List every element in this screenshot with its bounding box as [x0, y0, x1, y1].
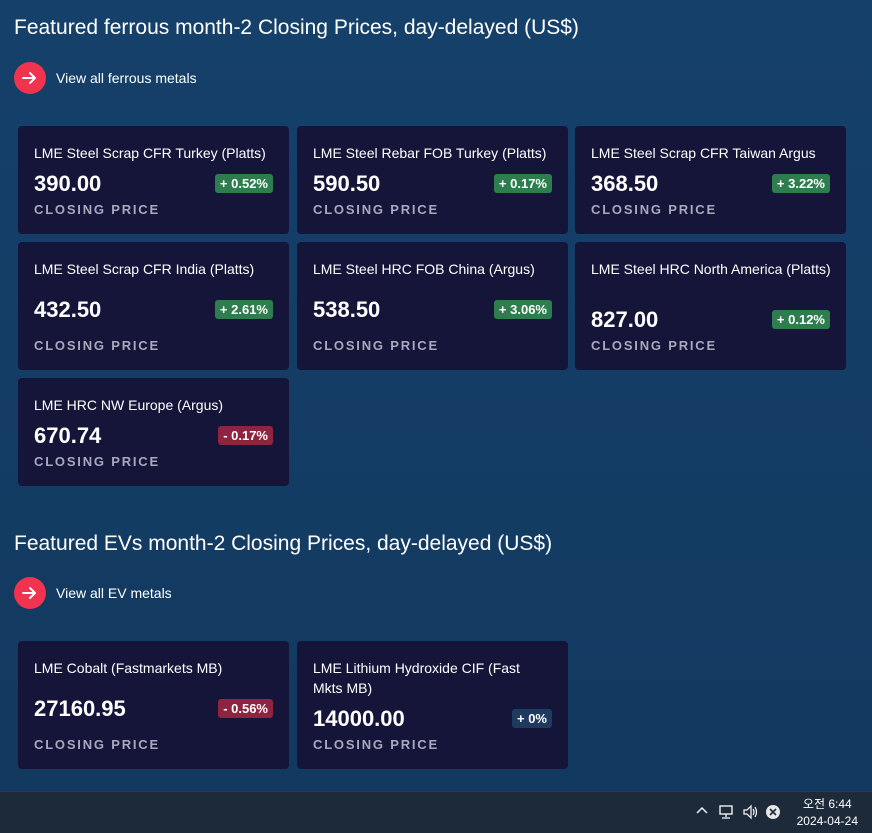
card-change-badge: - 0.17% — [218, 426, 273, 445]
price-card[interactable]: LME Lithium Hydroxide CIF (Fast Mkts MB)… — [297, 641, 568, 769]
view-all-ferrous-label[interactable]: View all ferrous metals — [56, 70, 197, 86]
card-closing-label: CLOSING PRICE — [313, 202, 439, 217]
card-metal-name: LME Steel Scrap CFR Turkey (Platts) — [34, 145, 266, 161]
card-metal-name: LME Steel HRC North America (Platts) — [591, 261, 831, 277]
card-closing-label: CLOSING PRICE — [591, 338, 717, 353]
taskbar-clock[interactable]: 오전 6:44 2024-04-24 — [797, 796, 858, 830]
view-all-ferrous-link[interactable]: View all ferrous metals — [14, 62, 197, 94]
card-change-badge: + 0.12% — [771, 310, 830, 329]
price-card[interactable]: LME Steel Scrap CFR India (Platts) 432.5… — [18, 242, 289, 370]
price-card[interactable]: LME Steel HRC FOB China (Argus) 538.50 +… — [297, 242, 568, 370]
clock-date: 2024-04-24 — [796, 814, 858, 828]
card-metal-name: LME Steel HRC FOB China (Argus) — [313, 261, 535, 277]
card-metal-name: LME HRC NW Europe (Argus) — [34, 397, 224, 413]
price-card[interactable]: LME HRC NW Europe (Argus) 670.74 - 0.17%… — [18, 378, 289, 486]
card-closing-label: CLOSING PRICE — [34, 202, 160, 217]
view-all-ev-label[interactable]: View all EV metals — [56, 585, 172, 601]
card-change-badge: - 0.56% — [218, 699, 273, 718]
clock-time: 오전 6:44 — [802, 797, 852, 811]
arrow-right-icon[interactable] — [14, 577, 46, 609]
price-card[interactable]: LME Steel Scrap CFR Taiwan Argus 368.50 … — [575, 126, 846, 234]
card-closing-label: CLOSING PRICE — [34, 737, 160, 752]
card-closing-label: CLOSING PRICE — [34, 338, 160, 353]
card-change-badge: + 0.52% — [214, 174, 273, 193]
card-metal-name: LME Steel Rebar FOB Turkey (Platts) — [313, 145, 547, 161]
network-icon[interactable] — [718, 804, 736, 823]
chevron-up-icon[interactable] — [696, 804, 708, 820]
price-card[interactable]: LME Cobalt (Fastmarkets MB) 27160.95 - 0… — [18, 641, 289, 769]
card-closing-label: CLOSING PRICE — [313, 338, 439, 353]
card-closing-price: 827.00 — [591, 307, 659, 332]
card-change-badge: + 0% — [512, 709, 552, 728]
card-closing-price: 538.50 — [313, 297, 381, 322]
card-closing-price: 390.00 — [34, 171, 102, 196]
card-change-badge: + 3.06% — [493, 300, 552, 319]
close-circle-icon[interactable] — [765, 804, 781, 823]
price-card[interactable]: LME Steel Rebar FOB Turkey (Platts) 590.… — [297, 126, 568, 234]
card-closing-label: CLOSING PRICE — [591, 202, 717, 217]
card-metal-name: LME Steel Scrap CFR India (Platts) — [34, 261, 255, 277]
card-closing-label: CLOSING PRICE — [34, 454, 160, 469]
arrow-right-icon[interactable] — [14, 62, 46, 94]
card-closing-price: 368.50 — [591, 171, 659, 196]
card-closing-price: 590.50 — [313, 171, 381, 196]
card-closing-label: CLOSING PRICE — [313, 737, 439, 752]
card-metal-name: LME Cobalt (Fastmarkets MB) — [34, 660, 223, 676]
card-closing-price: 14000.00 — [313, 706, 405, 731]
ferrous-section-title: Featured ferrous month-2 Closing Prices,… — [14, 16, 579, 39]
card-change-badge: + 3.22% — [771, 174, 830, 193]
price-card[interactable]: LME Steel HRC North America (Platts) 827… — [575, 242, 846, 370]
card-closing-price: 432.50 — [34, 297, 102, 322]
card-change-badge: + 2.61% — [214, 300, 273, 319]
card-metal-name: LME Lithium Hydroxide CIF (Fast Mkts MB) — [313, 660, 520, 696]
windows-taskbar: 오전 6:44 2024-04-24 — [0, 791, 872, 833]
card-closing-price: 27160.95 — [34, 696, 126, 721]
price-card[interactable]: LME Steel Scrap CFR Turkey (Platts) 390.… — [18, 126, 289, 234]
volume-icon[interactable] — [742, 804, 760, 823]
card-change-badge: + 0.17% — [493, 174, 552, 193]
card-metal-name: LME Steel Scrap CFR Taiwan Argus — [591, 145, 816, 161]
card-closing-price: 670.74 — [34, 423, 102, 448]
ev-section-title: Featured EVs month-2 Closing Prices, day… — [14, 532, 553, 555]
view-all-ev-link[interactable]: View all EV metals — [14, 577, 172, 609]
